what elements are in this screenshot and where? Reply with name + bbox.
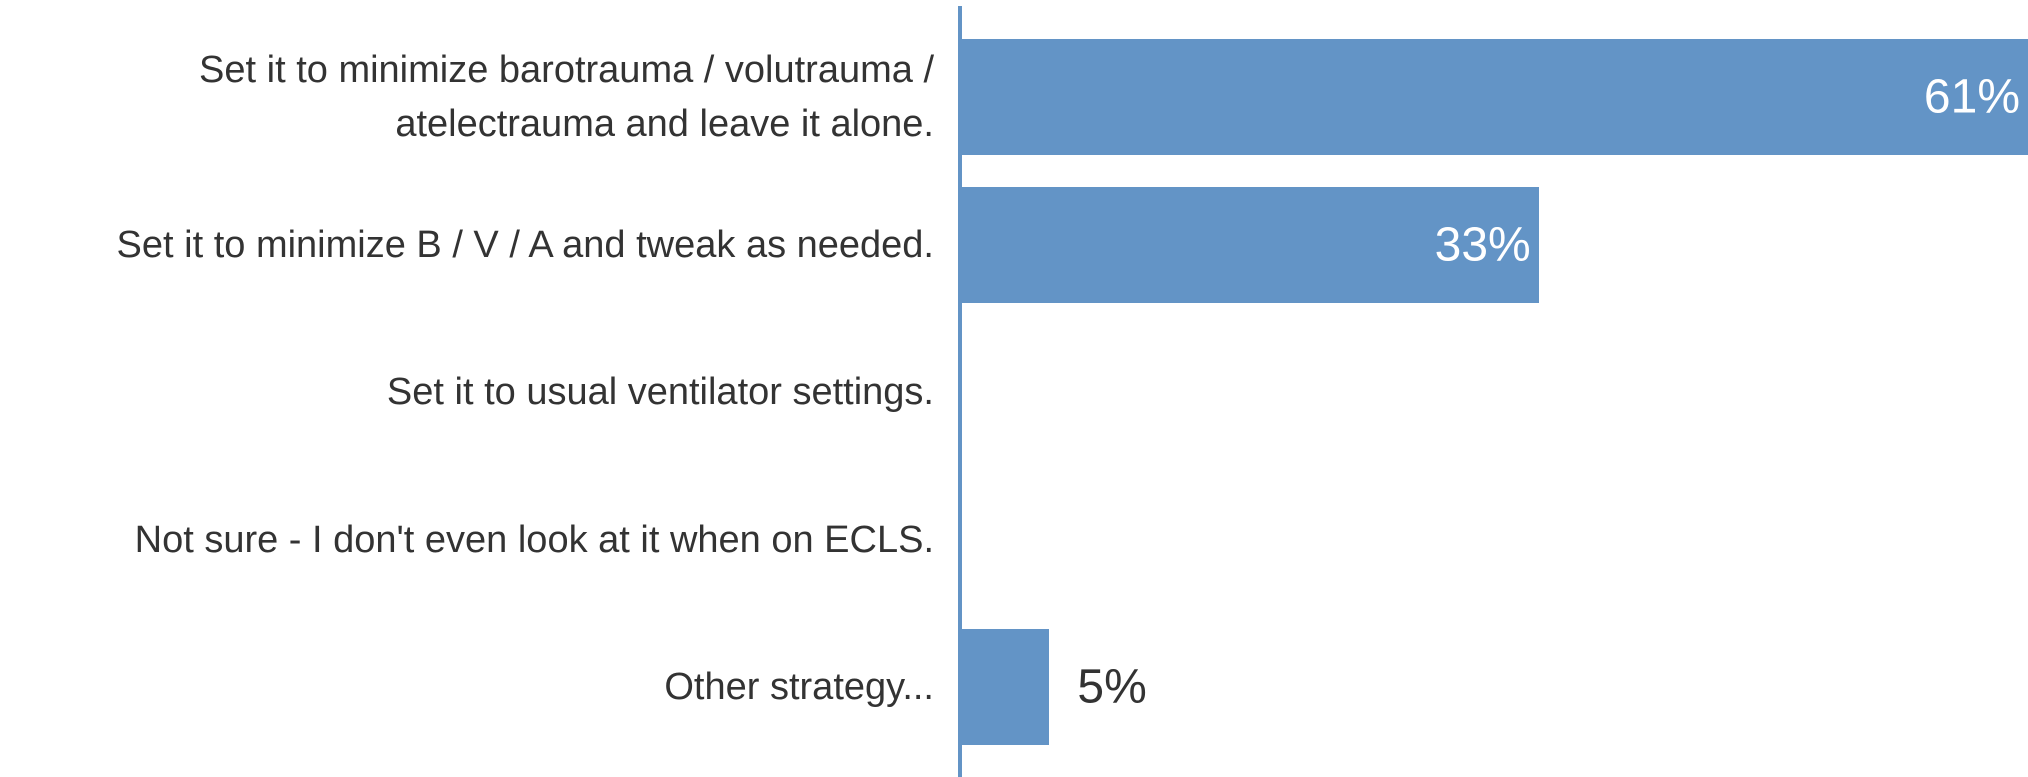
- bar: [962, 39, 2028, 155]
- category-label: Not sure - I don't even look at it when …: [134, 518, 934, 561]
- category-label: Set it to usual ventilator settings.: [386, 371, 934, 413]
- bar: [962, 186, 1539, 303]
- value-label: 33%: [1434, 218, 1531, 271]
- value-label: 61%: [1923, 70, 2020, 124]
- bar: [962, 629, 1050, 745]
- category-label: Set it to minimize barotrauma / volutrau…: [199, 49, 934, 145]
- category-label: Other strategy...: [664, 666, 934, 708]
- axis-line: [958, 6, 962, 777]
- value-label: 5%: [1077, 660, 1147, 714]
- category-label: Set it to minimize B / V / A and tweak a…: [116, 223, 934, 266]
